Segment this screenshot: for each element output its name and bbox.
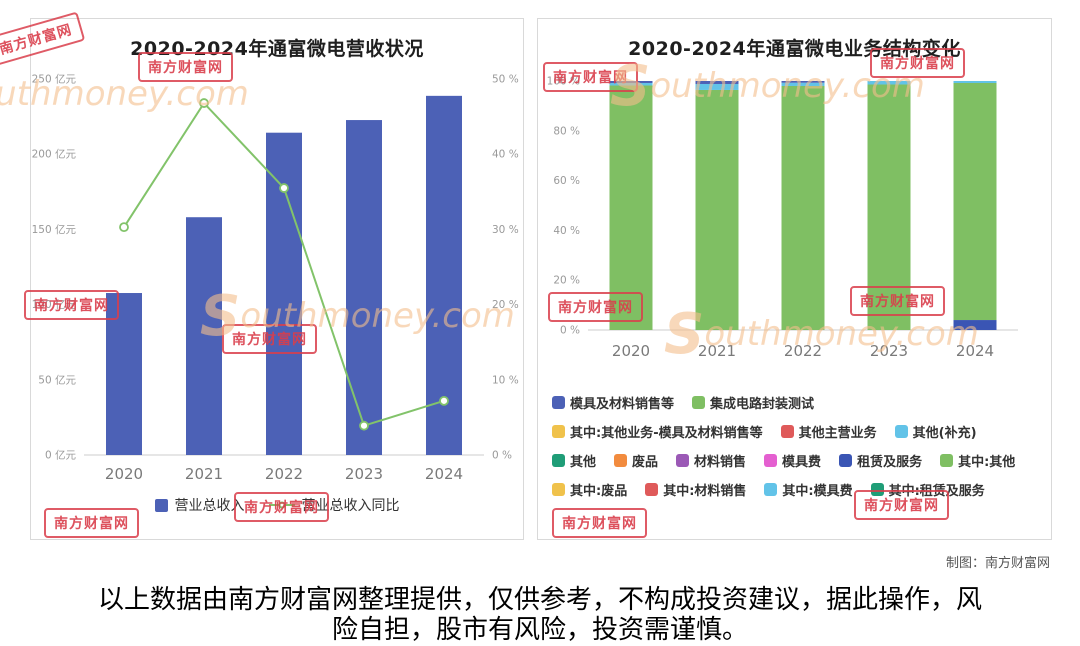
legend-swatch-icon <box>552 425 565 438</box>
structure-chart-legend: 模具及材料销售等 集成电路封装测试 其中:其他业务-模具及材料销售等 其他主营业务 其他… <box>552 393 1026 499</box>
svg-text:0 %: 0 % <box>492 450 512 462</box>
legend-label: 其中:废品 <box>570 484 628 499</box>
svg-text:0 %: 0 % <box>560 325 580 337</box>
structure-chart-title: 2020-2024年通富微电业务结构变化 <box>628 38 961 60</box>
svg-text:10 %: 10 % <box>492 374 519 386</box>
legend-label: 集成电路封装测试 <box>710 397 815 412</box>
svg-text:200 亿元: 200 亿元 <box>32 148 76 161</box>
legend-swatch-icon <box>552 396 565 409</box>
structure-chart-panel: 2020-2024年通富微电业务结构变化 0 % 20 % 40 % 60 % 80 %… <box>537 18 1052 540</box>
legend-swatch-icon <box>764 483 778 496</box>
chart-credit: 制图：南方财富网 <box>945 556 1050 571</box>
svg-text:20 %: 20 % <box>553 275 580 287</box>
svg-text:80 %: 80 % <box>553 125 580 137</box>
svg-text:0 亿元: 0 亿元 <box>45 449 77 462</box>
svg-text:250 亿元: 250 亿元 <box>32 73 76 86</box>
legend-item: 租赁及服务 <box>839 451 922 470</box>
revenue-combo-chart: 0 亿元 0 % 50 亿元 10 % 100 亿元 20 % 150 亿元 30 % 200 … <box>32 73 519 484</box>
legend-item: 模具及材料销售等 <box>552 393 674 412</box>
legend-item-yoy: 营业总收入同比 <box>268 495 400 515</box>
legend-swatch-icon <box>645 483 659 496</box>
legend-label: 模具费 <box>782 455 822 470</box>
bar-swatch-icon <box>154 498 168 512</box>
svg-text:2023: 2023 <box>345 465 383 483</box>
svg-text:2024: 2024 <box>425 465 463 483</box>
legend-label: 租赁及服务 <box>857 455 923 470</box>
legend-item: 材料销售 <box>676 451 746 470</box>
legend-swatch-icon <box>552 483 565 496</box>
charts-row: 2020-2024年通富微电营收状况 0 亿元 0 % 50 亿元 10 % 100 亿… <box>30 18 1052 540</box>
legend-item: 其他 <box>552 451 596 470</box>
svg-text:2023: 2023 <box>869 342 907 360</box>
revenue-chart-legend: 营业总收入 营业总收入同比 <box>31 495 523 515</box>
legend-item-total-revenue: 营业总收入 <box>154 495 245 515</box>
legend-swatch-icon <box>614 454 628 467</box>
legend-label: 其中:租赁及服务 <box>888 484 985 499</box>
legend-item: 其中:其他业务-模具及材料销售等 <box>552 422 763 441</box>
svg-text:2020: 2020 <box>105 465 143 483</box>
svg-text:2022: 2022 <box>265 465 303 483</box>
legend-item: 其中:模具费 <box>764 480 853 499</box>
legend-item: 废品 <box>614 451 658 470</box>
legend-label: 其中:其他 <box>958 455 1016 470</box>
disclaimer-text: 以上数据由南方财富网整理提供，仅供参考，不构成投资建议，据此操作，风险自担，股市… <box>97 585 982 645</box>
legend-item: 集成电路封装测试 <box>692 393 814 412</box>
legend-item: 其中:材料销售 <box>645 480 746 499</box>
svg-text:2022: 2022 <box>783 342 821 360</box>
svg-text:2021: 2021 <box>185 465 223 483</box>
svg-text:60 %: 60 % <box>553 175 580 187</box>
svg-text:40 %: 40 % <box>553 225 580 237</box>
svg-text:50 亿元: 50 亿元 <box>38 373 76 386</box>
svg-text:2021: 2021 <box>697 342 735 360</box>
svg-text:40 %: 40 % <box>492 149 519 161</box>
svg-text:100 %: 100 % <box>546 76 579 88</box>
legend-label: 其他主营业务 <box>798 426 877 441</box>
svg-text:30 %: 30 % <box>492 224 519 236</box>
legend-swatch-icon <box>692 396 706 409</box>
legend-label: 其中:模具费 <box>782 484 853 499</box>
legend-item: 其中:废品 <box>552 480 627 499</box>
legend-item: 其中:租赁及服务 <box>870 480 985 499</box>
legend-item: 其中:其他 <box>940 451 1015 470</box>
revenue-chart-title: 2020-2024年通富微电营收状况 <box>130 38 424 60</box>
legend-label: 其中:其他业务-模具及材料销售等 <box>570 426 763 441</box>
legend-swatch-icon <box>764 454 778 467</box>
legend-label: 其他(补充) <box>912 426 977 441</box>
svg-text:100 亿元: 100 亿元 <box>32 298 76 311</box>
legend-swatch-icon <box>940 454 954 467</box>
revenue-chart-panel: 2020-2024年通富微电营收状况 0 亿元 0 % 50 亿元 10 % 100 亿… <box>30 18 524 540</box>
svg-text:150 亿元: 150 亿元 <box>32 223 76 236</box>
legend-label: 其中:材料销售 <box>663 484 747 499</box>
legend-swatch-icon <box>552 454 565 467</box>
line-swatch-icon <box>268 501 295 509</box>
legend-swatch-icon <box>870 483 884 496</box>
legend-item: 模具费 <box>764 451 821 470</box>
legend-label: 营业总收入 <box>174 498 245 514</box>
structure-stacked-chart: 0 % 20 % 40 % 60 % 80 % 100 % 2020 2021 2022 2023… <box>546 76 1018 360</box>
svg-text:2020: 2020 <box>611 342 649 360</box>
legend-swatch-icon <box>894 425 908 438</box>
legend-label: 营业总收入同比 <box>301 498 400 514</box>
svg-text:2024: 2024 <box>955 342 993 360</box>
legend-item: 其他(补充) <box>894 422 977 441</box>
legend-label: 模具及材料销售等 <box>570 397 675 412</box>
legend-item: 其他主营业务 <box>780 422 877 441</box>
svg-text:20 %: 20 % <box>492 299 519 311</box>
legend-swatch-icon <box>839 454 853 467</box>
legend-label: 废品 <box>632 455 659 470</box>
svg-text:50 %: 50 % <box>492 74 519 86</box>
legend-swatch-icon <box>676 454 690 467</box>
legend-swatch-icon <box>780 425 794 438</box>
legend-label: 其他 <box>570 455 597 470</box>
legend-label: 材料销售 <box>694 455 747 470</box>
